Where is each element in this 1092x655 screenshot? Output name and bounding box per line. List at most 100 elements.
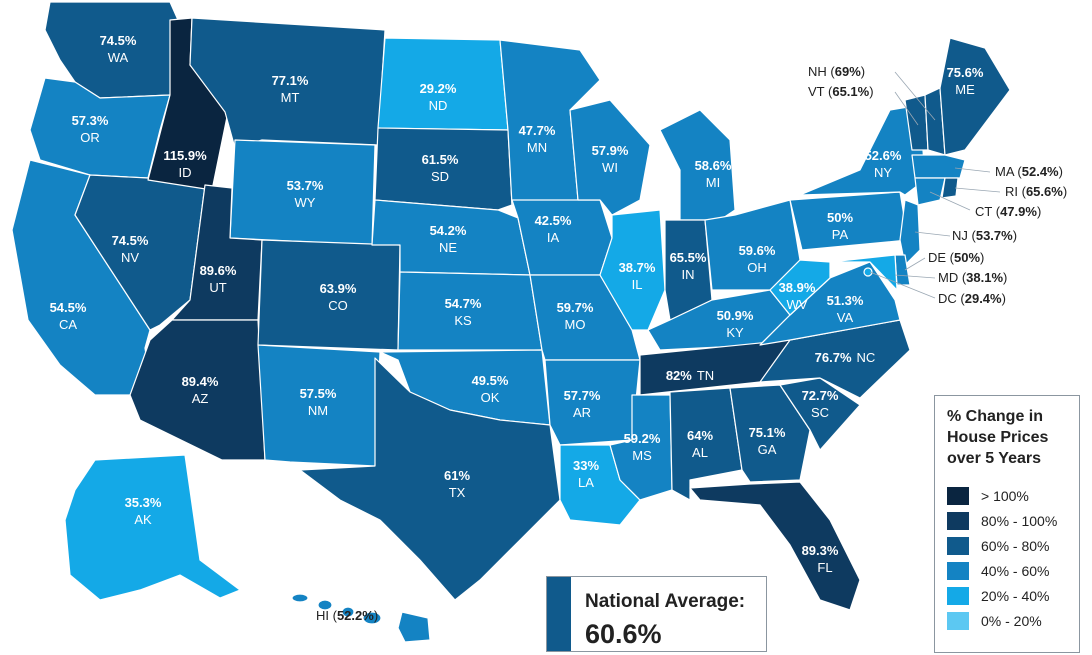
state-label-ky: 50.9% KY [717, 308, 754, 340]
state-shape-tx[interactable] [299, 357, 561, 601]
legend-title: % Change in House Prices over 5 Years [947, 406, 1069, 469]
state-shape-il[interactable] [599, 209, 666, 331]
state-shape-ar[interactable] [544, 359, 641, 446]
state-label-ny: 52.6% NY [865, 148, 902, 180]
state-shape-az[interactable] [129, 319, 266, 461]
state-label-wy: 53.7% WY [287, 178, 324, 210]
legend-swatch [947, 486, 969, 505]
state-label-ks: 54.7% KS [445, 296, 482, 328]
state-label-nc: 76.7% NC [815, 350, 876, 365]
state-shape-ak[interactable] [64, 454, 241, 601]
leader-md [894, 274, 936, 279]
state-shape-or[interactable] [29, 77, 171, 179]
state-shape-md[interactable] [829, 254, 898, 291]
state-shape-ma[interactable] [911, 154, 966, 179]
state-label-ms: 59.2% MS [624, 431, 661, 463]
state-label-il: 38.7% IL [619, 260, 656, 292]
state-shape-al[interactable] [669, 387, 743, 501]
state-label-sd: 61.5% SD [422, 152, 459, 184]
legend-swatch [947, 561, 969, 580]
legend-item: 20% - 40% [947, 583, 1069, 608]
state-label-az: 89.4% AZ [182, 374, 219, 406]
state-label-sc: 72.7% SC [802, 388, 839, 420]
legend-title-line: House Prices [947, 429, 1049, 446]
leader-ct [929, 191, 971, 211]
state-label-id: 115.9% ID [163, 148, 207, 180]
state-label-ar: 57.7% AR [564, 388, 601, 420]
legend-label: 40% - 60% [981, 562, 1050, 579]
national-average-value: 60.6% [585, 619, 662, 649]
national-average-label: National Average: [585, 591, 746, 612]
state-label-ca: 54.5% CA [50, 300, 87, 332]
state-label-co: 63.9% CO [320, 281, 357, 313]
state-shape-mi[interactable] [659, 109, 736, 221]
state-label-va: 51.3% VA [827, 293, 864, 325]
state-label-oh: 59.6% OH [739, 243, 776, 275]
state-label-mi: 58.6% MI [695, 158, 732, 190]
state-label-wv: 38.9% WV [779, 280, 816, 312]
callout-hi: HI (52.2%) [316, 608, 378, 623]
state-shape-sc[interactable] [779, 377, 861, 451]
legend: % Change in House Prices over 5 Years > … [934, 395, 1080, 653]
callout-de: DE (50%) [928, 250, 984, 265]
state-shape-wi[interactable] [569, 99, 651, 216]
state-label-ak: 35.3% AK [125, 495, 162, 527]
state-label-tx: 61% TX [444, 468, 470, 500]
leader-vt [894, 91, 919, 126]
state-shape-hi[interactable] [291, 593, 431, 643]
callout-ri: RI (65.6%) [1005, 184, 1067, 199]
callout-md: MD (38.1%) [938, 270, 1007, 285]
state-shape-nj[interactable] [899, 199, 921, 266]
state-label-nv: 74.5% NV [112, 233, 149, 265]
legend-label: 80% - 100% [981, 512, 1058, 529]
leader-nh [894, 71, 936, 121]
state-shape-me[interactable] [939, 37, 1011, 156]
state-label-mn: 47.7% MN [519, 123, 556, 155]
legend-item: > 100% [947, 483, 1069, 508]
state-shape-ri[interactable] [941, 177, 959, 199]
leader-ri [954, 187, 1001, 193]
national-average-box: National Average: 60.6% [546, 576, 767, 652]
legend-label: 60% - 80% [981, 537, 1050, 554]
state-label-ne: 54.2% NE [430, 223, 467, 255]
legend-swatch [947, 536, 969, 555]
state-shape-sd[interactable] [374, 127, 513, 211]
legend-label: > 100% [981, 487, 1029, 504]
state-shape-fl[interactable] [689, 481, 861, 611]
state-label-pa: 50% PA [827, 210, 853, 242]
legend-label: 0% - 20% [981, 612, 1042, 629]
state-label-me: 75.6% ME [947, 65, 984, 97]
legend-title-line: over 5 Years [947, 450, 1042, 467]
leader-ma [954, 167, 991, 173]
leader-nj [914, 231, 951, 237]
national-average-color-bar [547, 577, 571, 651]
state-shape-ct[interactable] [914, 177, 946, 206]
legend-item: 60% - 80% [947, 533, 1069, 558]
state-shape-wv[interactable] [769, 259, 831, 316]
state-shape-dc[interactable] [863, 267, 873, 277]
legend-swatch [947, 511, 969, 530]
state-shape-nm[interactable] [257, 344, 381, 467]
callout-vt: VT (65.1%) [808, 84, 874, 99]
callout-ma: MA (52.4%) [995, 164, 1063, 179]
legend-swatch [947, 586, 969, 605]
state-label-or: 57.3% OR [72, 113, 109, 145]
state-label-wa: 74.5% WA [100, 33, 137, 65]
legend-label: 20% - 40% [981, 587, 1050, 604]
state-label-ga: 75.1% GA [749, 425, 786, 457]
state-label-ut: 89.6% UT [200, 263, 237, 295]
callout-nh: NH (69%) [808, 64, 865, 79]
callout-dc: DC (29.4%) [938, 291, 1006, 306]
callout-nj: NJ (53.7%) [952, 228, 1017, 243]
state-label-tn: 82% TN [666, 368, 714, 383]
state-label-nd: 29.2% ND [420, 81, 457, 113]
state-label-al: 64% AL [687, 428, 713, 460]
state-label-ok: 49.5% OK [472, 373, 509, 405]
state-label-fl: 89.3% FL [802, 543, 839, 575]
state-shape-ny[interactable] [799, 104, 926, 196]
state-label-nm: 57.5% NM [300, 386, 337, 418]
state-label-mo: 59.7% MO [557, 300, 594, 332]
leader-de [904, 257, 926, 271]
state-shape-ks[interactable] [397, 271, 543, 351]
